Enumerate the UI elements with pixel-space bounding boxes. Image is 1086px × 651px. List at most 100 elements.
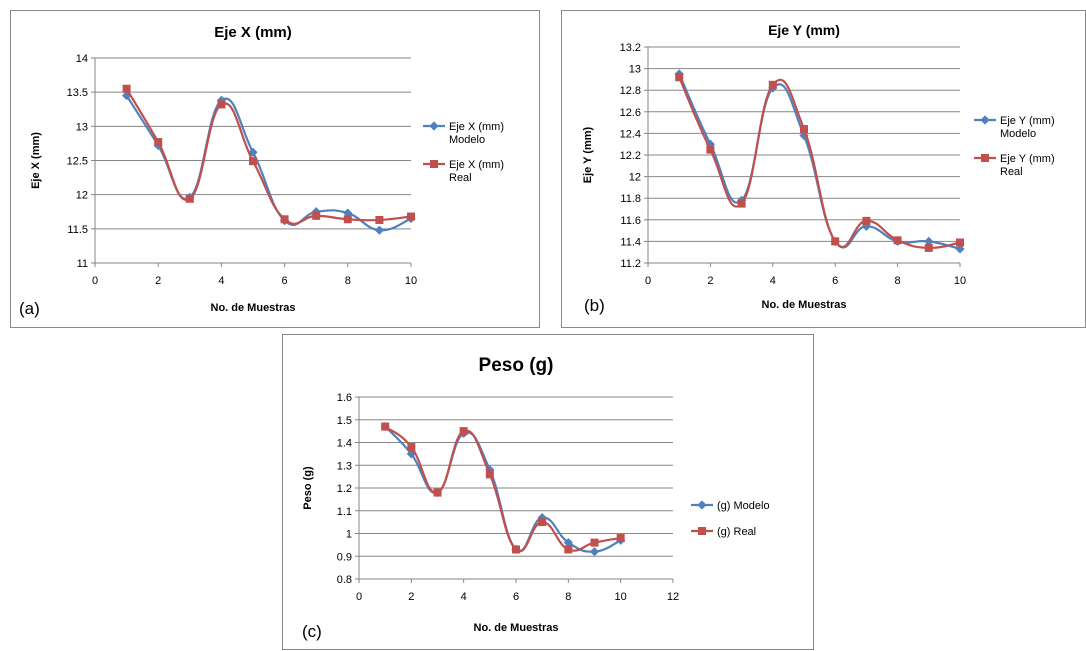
chart-b-data-point (831, 237, 840, 246)
chart-b-data-point (675, 73, 684, 82)
legend-label: Eje X (mm) (449, 121, 504, 133)
chart-c-y-tick-label: 1.5 (337, 415, 352, 427)
chart-c-y-tick-label: 1.6 (337, 392, 352, 404)
chart-a-data-point (154, 138, 163, 147)
chart-a-y-tick-label: 13 (76, 121, 88, 133)
chart-a-data-point (343, 215, 352, 224)
chart-b-x-tick-label: 4 (770, 275, 776, 287)
chart-b-x-axis-title: No. de Muestras (762, 299, 847, 311)
legend-swatch-marker (981, 154, 989, 162)
chart-a-legend-entry: Eje X (mm)Modelo (423, 121, 504, 146)
chart-a-y-tick-label: 13.5 (67, 87, 88, 99)
legend-label: (g) Real (717, 526, 756, 538)
chart-c-x-tick-label: 12 (667, 591, 679, 603)
chart-c-y-tick-label: 0.8 (337, 574, 352, 586)
chart-b-x-tick-label: 10 (954, 275, 966, 287)
chart-b-legend-entry: Eje Y (mm)Real (974, 153, 1055, 178)
chart-b-x-tick-label: 2 (707, 275, 713, 287)
chart-b-panel-label: (b) (584, 296, 605, 315)
chart-b-data-point (800, 125, 808, 134)
chart-b-x-tick-label: 8 (895, 275, 901, 287)
chart-c-y-tick-label: 1.4 (337, 438, 352, 450)
chart-a-y-tick-label: 12 (76, 190, 88, 202)
chart-b-data-point (956, 238, 964, 247)
chart-c-data-point (616, 534, 625, 543)
chart-c-data-point (407, 443, 416, 452)
chart-c-x-tick-label: 4 (461, 591, 467, 603)
legend-label: Real (1000, 166, 1023, 178)
chart-a-title: Eje X (mm) (214, 24, 292, 41)
chart-c-data-point (538, 518, 547, 527)
chart-b-data-point (924, 243, 933, 252)
chart-b-data-point (706, 145, 715, 154)
chart-b-data-point (737, 199, 746, 208)
chart-c-data-point (406, 449, 416, 459)
chart-a-data-point (280, 215, 289, 224)
chart-c-x-axis-title: No. de Muestras (474, 622, 559, 634)
chart-b-title: Eje Y (mm) (768, 22, 840, 38)
legend-label: Modelo (449, 134, 485, 146)
chart-c-title: Peso (g) (479, 355, 554, 376)
chart-c-legend-entry: (g) Modelo (691, 500, 770, 512)
chart-b-y-tick-label: 11.6 (620, 215, 641, 227)
legend-swatch-marker (698, 527, 706, 535)
chart-c-y-tick-label: 1.3 (337, 460, 352, 472)
chart-a-svg: Eje X (mm) 11 11.5 12 12.5 13 13.5 14 0 2 4 6 8 10 No.… (19, 24, 504, 318)
chart-a-x-axis-title: No. de Muestras (211, 302, 296, 314)
chart-c-data-point (512, 545, 520, 554)
chart-a-data-point (375, 215, 384, 224)
chart-a-data-point (312, 211, 321, 220)
chart-b-y-tick-label: 12.8 (620, 85, 641, 97)
chart-b-data-point (861, 221, 871, 231)
chart-b-y-tick-label: 11.4 (620, 236, 641, 248)
chart-a-y-tick-label: 14 (76, 53, 88, 65)
chart-a-x-tick-label: 8 (345, 275, 351, 287)
chart-a-legend-entry: Eje X (mm)Real (423, 159, 504, 184)
legend-label: Real (449, 172, 472, 184)
chart-c-x-tick-label: 2 (408, 591, 414, 603)
chart-b-x-tick-label: 6 (832, 275, 838, 287)
chart-b-y-tick-label: 12.4 (620, 128, 641, 140)
chart-c-data-point (589, 547, 600, 557)
chart-a-y-axis-title: Eje X (mm) (30, 132, 42, 189)
chart-a-panel-label: (a) (19, 299, 40, 318)
legend-label: Eje Y (mm) (1000, 115, 1055, 127)
chart-c-x-tick-label: 0 (356, 591, 362, 603)
chart-c-series-line (384, 425, 622, 553)
chart-b-data-point (893, 236, 902, 245)
chart-a-y-tick-label: 12.5 (67, 156, 88, 168)
chart-b-legend-entry: Eje Y (mm)Modelo (974, 115, 1055, 140)
chart-a-x-tick-label: 2 (155, 275, 161, 287)
chart-b-series-line (678, 76, 961, 249)
chart-b-svg: Eje Y (mm) 11.2 11.4 11.6 11.8 12 12.2 12.4 12.6… (582, 22, 1055, 315)
chart-b-y-tick-label: 13.2 (620, 42, 641, 54)
legend-swatch-marker (697, 500, 707, 510)
chart-a-data-point (122, 84, 131, 93)
chart-b-y-tick-label: 11.2 (620, 258, 641, 270)
chart-a-y-tick-label: 11 (77, 258, 88, 270)
chart-b-y-tick-label: 12.6 (620, 107, 641, 119)
chart-c-data-point (433, 488, 442, 497)
chart-c-y-tick-label: 1.2 (337, 483, 352, 495)
chart-a-y-tick-label: 11.5 (67, 224, 88, 236)
chart-c-y-tick-label: 0.9 (337, 551, 352, 563)
chart-a-x-tick-label: 10 (405, 275, 417, 287)
legend-label: Eje Y (mm) (1000, 153, 1055, 165)
chart-c-legend-entry: (g) Real (691, 526, 756, 538)
chart-c-series-line (384, 425, 621, 553)
chart-b-data-point (862, 216, 871, 225)
chart-b-series-line (678, 73, 961, 251)
chart-c-data-point (381, 422, 390, 431)
chart-c-y-tick-label: 1 (346, 529, 352, 541)
chart-b-y-tick-label: 13 (629, 64, 641, 76)
chart-a-data-point (374, 225, 384, 235)
chart-a-data-point (217, 100, 226, 109)
chart-b-series-modelo (674, 69, 965, 254)
chart-c-data-point (563, 538, 573, 548)
chart-b-y-tick-label: 11.8 (620, 193, 641, 205)
chart-c-panel-label: (c) (302, 622, 322, 641)
chart-a-x-tick-label: 4 (218, 275, 224, 287)
chart-c-svg: Peso (g) 0.8 0.9 1 1.1 1.2 1.3 1.4 1.5 1.6 0 2 4 6 8 10… (302, 355, 770, 641)
chart-a-x-tick-label: 0 (92, 275, 98, 287)
chart-b-data-point (924, 236, 934, 246)
